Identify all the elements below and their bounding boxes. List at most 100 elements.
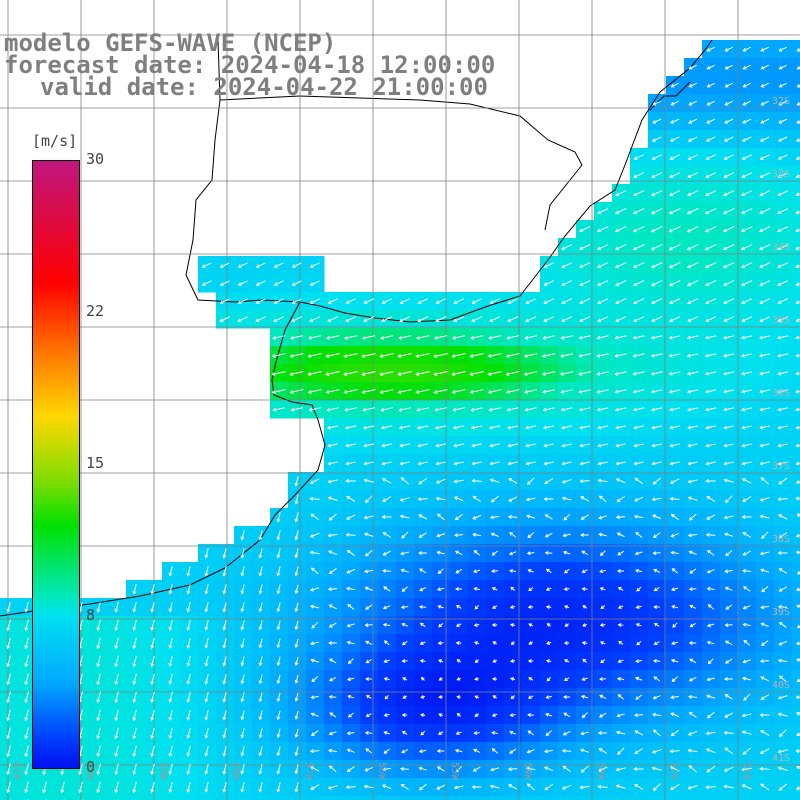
wind-arrow: [777, 551, 788, 555]
wind-arrow: [705, 407, 717, 412]
wind-arrow: [508, 478, 518, 484]
wind-arrow: [310, 784, 320, 790]
wind-arrow: [671, 676, 679, 682]
wind-arrow: [219, 262, 230, 268]
wind-arrow: [168, 619, 173, 631]
wind-arrow: [543, 316, 555, 323]
wind-arrow: [258, 584, 263, 595]
wind-arrow: [614, 407, 627, 412]
wind-arrow: [599, 677, 607, 682]
wind-arrow: [615, 190, 627, 197]
wind-arrow: [417, 298, 428, 304]
wind-arrow: [650, 208, 663, 215]
wind-arrow: [222, 728, 227, 739]
wind-arrow: [581, 550, 589, 556]
wind-arrow: [399, 461, 410, 466]
wind-arrow: [258, 638, 263, 649]
wind-arrow: [186, 566, 191, 577]
wind-arrow: [671, 641, 679, 646]
wind-arrow: [398, 425, 411, 430]
wind-arrow: [258, 656, 263, 667]
wind-arrow: [523, 353, 538, 358]
wind-arrow: [381, 461, 392, 466]
wind-arrow: [653, 605, 660, 609]
wind-arrow: [760, 477, 769, 485]
wind-arrow: [186, 674, 191, 685]
wind-arrow: [723, 784, 734, 789]
wind-arrow: [706, 677, 715, 682]
colorbar-tick: 30: [86, 150, 105, 168]
wind-arrow: [453, 316, 465, 323]
wind-arrow: [687, 136, 698, 142]
wind-arrow: [294, 746, 299, 757]
wind-arrow: [778, 675, 787, 683]
wind-arrow: [795, 174, 800, 178]
wind-arrow: [438, 659, 444, 663]
wind-arrow: [328, 748, 338, 753]
wind-arrow: [525, 443, 536, 448]
wind-arrow: [222, 620, 227, 631]
wind-arrow: [150, 727, 155, 740]
field-cell: [594, 796, 613, 800]
wind-arrow: [580, 731, 589, 736]
wind-arrow: [705, 748, 716, 754]
wind-arrow: [636, 640, 642, 646]
field-cell: [342, 796, 361, 800]
wind-arrow: [132, 763, 137, 776]
wind-arrow: [168, 727, 173, 739]
wind-arrow: [240, 746, 245, 757]
wind-arrow: [455, 605, 462, 609]
wind-arrow: [527, 477, 535, 485]
wind-arrow: [401, 586, 409, 592]
wind-arrow: [24, 763, 29, 776]
wind-arrow: [437, 731, 444, 735]
wind-arrow: [240, 620, 245, 631]
wind-arrow: [383, 659, 390, 664]
wind-arrow: [24, 691, 29, 704]
wind-arrow: [651, 461, 662, 466]
wind-arrow: [345, 479, 356, 483]
wind-arrow: [686, 389, 699, 394]
wind-arrow: [742, 622, 751, 627]
wind-arrow: [760, 676, 770, 682]
wind-arrow: [328, 568, 337, 575]
wind-arrow: [294, 566, 299, 577]
wind-arrow: [418, 514, 428, 520]
wind-arrow: [455, 623, 462, 627]
wind-arrow: [474, 713, 480, 717]
wind-arrow: [724, 712, 734, 718]
wind-arrow: [474, 676, 479, 681]
longitude-label: 53W: [595, 762, 606, 781]
wind-arrow: [688, 765, 697, 773]
wind-arrow: [597, 461, 608, 466]
wind-arrow: [705, 425, 716, 430]
wind-arrow: [363, 461, 374, 466]
wind-arrow: [686, 280, 699, 287]
field-cell: [792, 418, 800, 437]
wind-arrow: [96, 619, 101, 632]
wind-arrow: [689, 568, 697, 574]
wind-arrow: [795, 228, 800, 233]
wind-arrow: [309, 550, 320, 555]
wind-arrow: [632, 208, 645, 215]
wind-arrow: [650, 353, 663, 358]
wind-arrow: [365, 640, 373, 645]
wind-arrow: [670, 712, 680, 718]
wind-arrow: [543, 262, 555, 269]
wind-arrow: [722, 208, 735, 215]
wind-arrow: [150, 602, 155, 613]
wind-arrow: [416, 425, 429, 430]
field-cell: [792, 346, 800, 365]
wind-arrow: [545, 695, 552, 700]
wind-arrow: [489, 298, 500, 305]
wind-arrow: [796, 65, 800, 70]
wind-arrow: [168, 691, 173, 703]
wind-arrow: [273, 280, 284, 286]
field-cell: [198, 796, 217, 800]
wind-arrow: [579, 262, 591, 269]
wind-arrow: [237, 298, 248, 304]
wind-arrow: [705, 785, 716, 790]
wind-arrow: [741, 190, 753, 197]
wind-arrow: [742, 64, 751, 70]
wind-arrow: [473, 731, 480, 736]
